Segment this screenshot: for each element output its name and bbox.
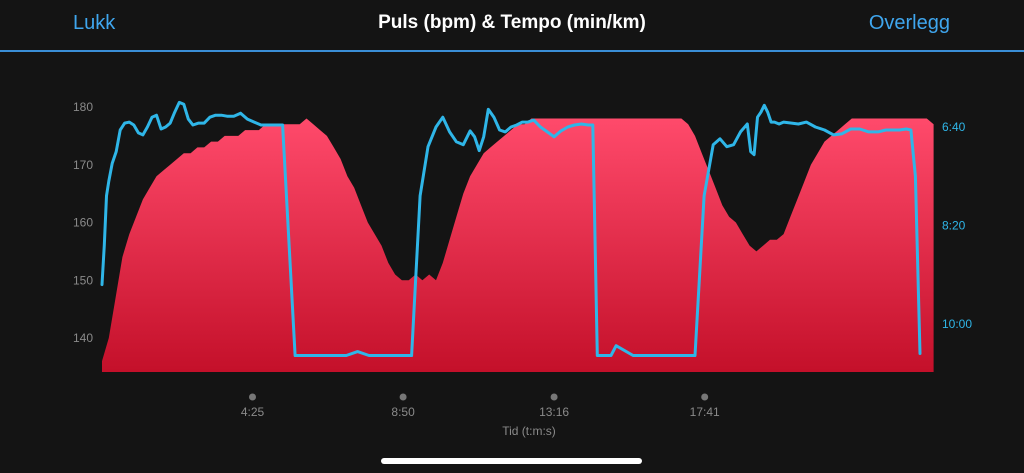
page-title: Puls (bpm) & Tempo (min/km) bbox=[378, 12, 646, 33]
right-axis-tick-label: 10:00 bbox=[942, 317, 972, 331]
left-axis-tick-label: 170 bbox=[73, 158, 93, 172]
right-axis-tick-label: 6:40 bbox=[942, 120, 966, 134]
left-axis-tick-label: 180 bbox=[73, 100, 93, 114]
hr-pace-chart: 140 150 160 170 180 6:40 8:20 10:00 4:25 8:50 13:1… bbox=[73, 100, 972, 438]
pace-line-series bbox=[100, 100, 922, 357]
x-axis-tick-label: 4:25 bbox=[241, 405, 265, 419]
x-axis-tick-label: 8:50 bbox=[391, 405, 415, 419]
header-divider bbox=[0, 50, 1024, 52]
home-indicator[interactable] bbox=[381, 458, 642, 464]
right-axis-tick-label: 8:20 bbox=[942, 219, 966, 233]
x-axis-tick-dot bbox=[249, 393, 256, 401]
x-axis-tick-dot bbox=[399, 393, 407, 401]
x-axis-tick-label: 13:16 bbox=[539, 405, 569, 419]
x-axis-tick-label: 17:41 bbox=[690, 405, 720, 419]
top-bar: Lukk Puls (bpm) & Tempo (min/km) Overleg… bbox=[0, 0, 1024, 52]
x-axis-tick-dot bbox=[550, 393, 558, 401]
overlay-button[interactable]: Overlegg bbox=[868, 12, 950, 34]
left-axis-tick-label: 160 bbox=[73, 216, 93, 230]
left-axis-tick-label: 150 bbox=[73, 273, 93, 287]
left-axis-tick-label: 140 bbox=[73, 331, 93, 345]
x-axis-tick-dot bbox=[701, 393, 709, 401]
x-axis-label: Tid (t:m:s) bbox=[502, 424, 556, 438]
close-button[interactable]: Lukk bbox=[73, 12, 116, 34]
hr-area-series bbox=[102, 118, 934, 372]
